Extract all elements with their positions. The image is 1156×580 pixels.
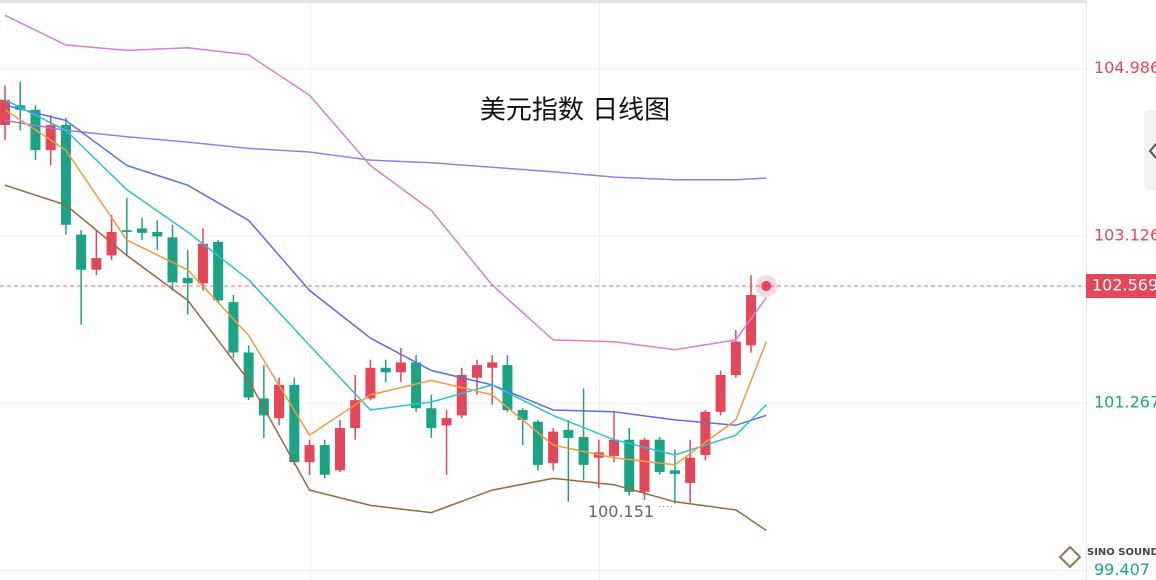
candle-body: [228, 302, 239, 353]
candle-body: [395, 362, 406, 373]
plot-area: [0, 3, 1086, 580]
candle-body: [715, 374, 726, 412]
candle-body: [45, 124, 56, 151]
candle-body: [746, 294, 757, 346]
candle-body: [76, 234, 87, 270]
watermark: SINO SOUND: [1058, 545, 1156, 569]
candle-body: [121, 230, 132, 232]
candle-body: [654, 439, 665, 473]
last-price-box: [1086, 274, 1156, 299]
low-annotation: 100.151: [588, 502, 654, 521]
moving-average-line: [4, 184, 767, 532]
moving-average-line: [4, 104, 767, 427]
candle-body: [456, 374, 467, 416]
y-tick-label: 101.267: [1094, 393, 1156, 412]
moving-average-line: [4, 14, 767, 351]
moving-average-line: [4, 109, 767, 466]
candle-body: [700, 411, 711, 456]
last-price-dot: [761, 281, 772, 292]
candle-body: [274, 384, 285, 419]
candle-body: [426, 408, 437, 429]
candle-body: [0, 99, 11, 125]
candle-body: [730, 341, 741, 375]
top-border: [0, 0, 1156, 3]
candle-body: [548, 431, 559, 464]
candle-body: [685, 457, 696, 483]
candle-body: [487, 362, 498, 368]
candle-body: [152, 232, 163, 237]
candle-body: [532, 421, 543, 465]
candle-body: [609, 439, 620, 456]
candle-body: [167, 237, 178, 283]
candle-body: [182, 277, 193, 284]
chart-title: 美元指数 日线图: [480, 96, 670, 126]
watermark-text: SINO SOUND: [1087, 547, 1156, 558]
moving-average-line: [4, 119, 767, 181]
candle-body: [517, 410, 528, 420]
candle-body: [304, 445, 315, 463]
watermark-logo: [1058, 545, 1082, 569]
candle-body: [365, 367, 376, 399]
candle-body: [380, 367, 391, 373]
candle-body: [669, 470, 680, 474]
moving-average-line: [4, 99, 767, 456]
y-tick-label: 99.407: [1094, 560, 1150, 579]
candle-body: [243, 352, 254, 398]
candle-body: [319, 445, 330, 475]
candle-body: [502, 365, 513, 411]
y-tick-label: 103.126: [1094, 225, 1156, 244]
candle-body: [91, 258, 102, 270]
candle-body: [639, 439, 650, 492]
last-price-label: 102.569: [1092, 276, 1156, 295]
candle-body: [213, 241, 224, 301]
y-tick-label: 104.986: [1094, 58, 1156, 77]
candle-body: [350, 400, 361, 429]
candle-body: [137, 228, 148, 233]
toggle-arrow: [1148, 143, 1156, 159]
candle-body: [441, 418, 452, 426]
candle-body: [334, 428, 345, 471]
candle-body: [624, 439, 635, 492]
candle-body: [563, 429, 574, 438]
candle-body: [197, 243, 208, 284]
candle-body: [289, 384, 300, 463]
candle-body: [411, 362, 422, 409]
candle-body: [60, 124, 71, 225]
candle-body: [471, 365, 482, 378]
